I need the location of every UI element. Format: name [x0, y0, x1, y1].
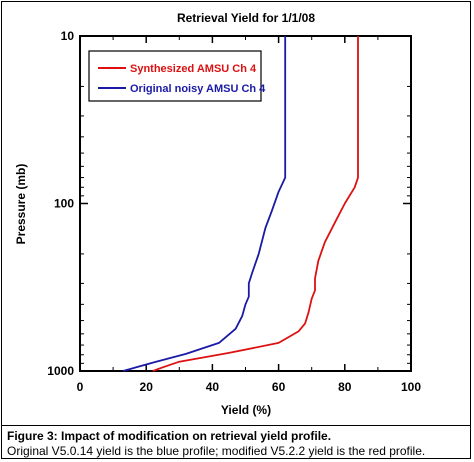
x-tick-label: 80 — [338, 380, 352, 394]
chart-title: Retrieval Yield for 1/1/08 — [177, 11, 315, 25]
legend-label-original: Original noisy AMSU Ch 4 — [130, 83, 266, 95]
y-tick-label: 100 — [54, 197, 74, 211]
x-tick-label: 0 — [77, 380, 84, 394]
y-tick-label: 10 — [61, 29, 75, 43]
figure-caption: Figure 3: Impact of modification on retr… — [1, 425, 471, 459]
series-line-original — [122, 36, 287, 372]
legend-box — [88, 50, 262, 102]
x-tick-label: 20 — [140, 380, 154, 394]
series-line-synthesized — [152, 36, 359, 372]
x-tick-label: 60 — [272, 380, 286, 394]
x-tick-label: 100 — [401, 380, 421, 394]
y-axis-ticks: 10 100 1000 — [47, 29, 411, 378]
x-axis-label: Yield (%) — [221, 403, 271, 417]
caption-title: Figure 3: Impact of modification on retr… — [7, 429, 332, 443]
y-axis-label: Pressure (mb) — [14, 164, 28, 245]
legend-label-synthesized: Synthesized AMSU Ch 4 — [130, 63, 257, 75]
caption-text: Original V5.0.14 yield is the blue profi… — [7, 444, 426, 458]
series-lines — [122, 36, 359, 372]
legend: Synthesized AMSU Ch 4 Original noisy AMS… — [88, 50, 266, 102]
x-axis-ticks: 0 20 40 60 80 100 — [77, 36, 421, 394]
x-tick-label: 40 — [206, 380, 220, 394]
chart: Retrieval Yield for 1/1/08 0 20 40 60 80 100 … — [14, 11, 421, 417]
y-tick-label: 1000 — [47, 364, 74, 378]
